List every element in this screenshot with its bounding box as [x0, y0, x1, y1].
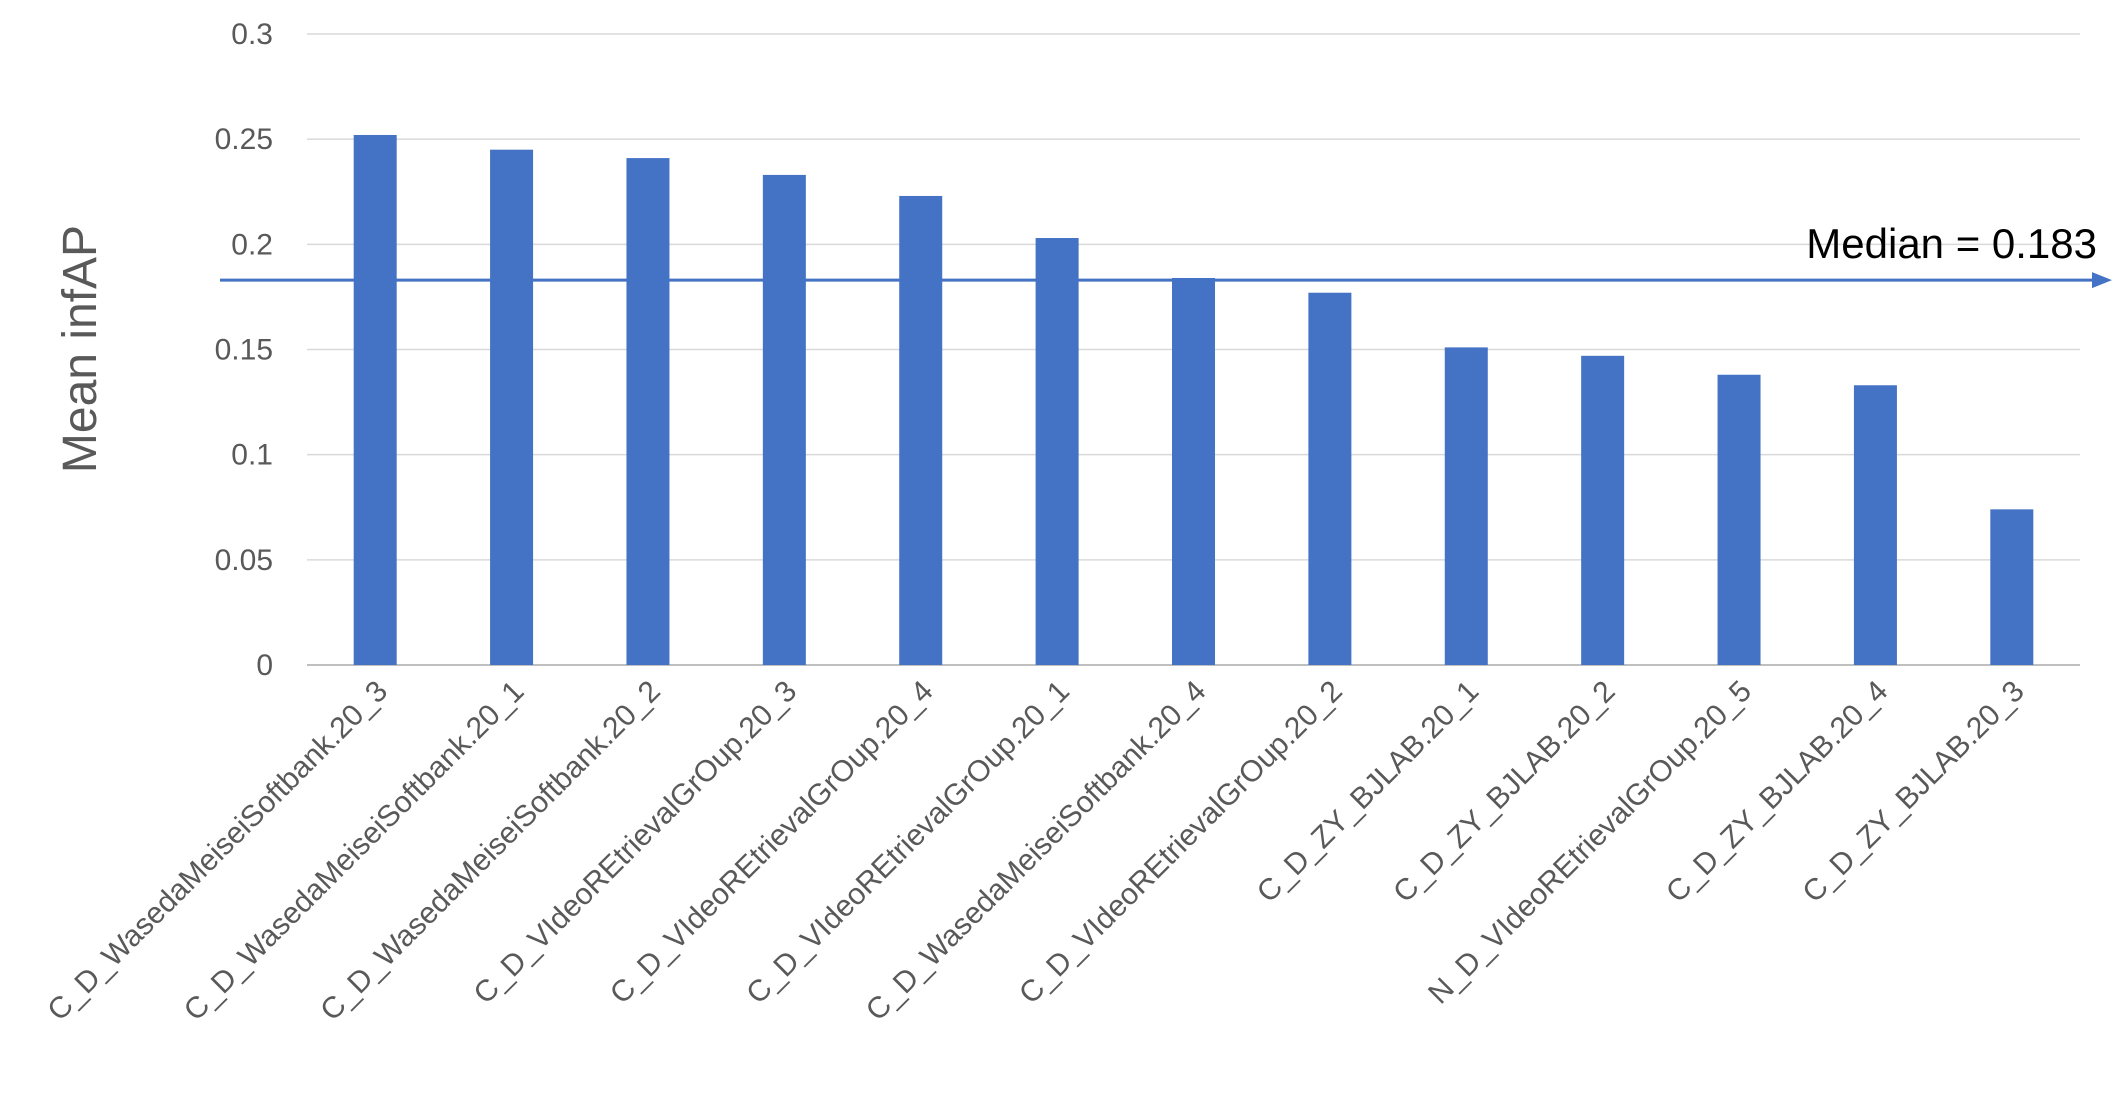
y-tick-label: 0.3: [231, 18, 273, 51]
bars: [353, 134, 2034, 666]
bar: [1444, 347, 1488, 665]
bar: [490, 149, 534, 665]
bar: [899, 195, 943, 665]
median-label: Median = 0.183: [1806, 220, 2097, 267]
x-tick-label: C_D_ZY_BJLAB.20_4: [1660, 675, 1894, 909]
y-axis-label: Mean infAP: [54, 225, 107, 473]
bar: [353, 134, 397, 665]
y-tick-label: 0.2: [231, 228, 273, 261]
bar: [1172, 277, 1215, 665]
y-tick-label: 0: [256, 649, 273, 682]
bar: [1035, 238, 1079, 666]
bar: [762, 174, 806, 665]
x-tick-label: C_D_ZY_BJLAB.20_3: [1796, 675, 2030, 909]
bar: [1308, 292, 1352, 665]
gridlines: [307, 33, 2080, 666]
x-axis-ticks: C_D_WasedaMeiseiSoftbank.20_3C_D_WasedaM…: [41, 675, 2030, 1028]
y-tick-label: 0.25: [215, 123, 273, 156]
bar: [1853, 385, 1897, 665]
y-axis-ticks: 0 0.05 0.1 0.15 0.2 0.25 0.3: [215, 18, 273, 682]
x-tick-label: C_D_ZY_BJLAB.20_1: [1251, 675, 1485, 909]
bar: [626, 158, 670, 665]
bar: [1581, 355, 1625, 665]
median-reference: Median = 0.183: [220, 220, 2112, 289]
x-tick-label: C_D_ZY_BJLAB.20_2: [1387, 675, 1621, 909]
bar: [1990, 509, 2034, 665]
y-tick-label: 0.15: [215, 334, 273, 367]
bar: [1717, 374, 1761, 665]
median-arrow-icon: [2092, 272, 2112, 289]
y-tick-label: 0.05: [215, 544, 273, 577]
y-tick-label: 0.1: [231, 439, 273, 472]
